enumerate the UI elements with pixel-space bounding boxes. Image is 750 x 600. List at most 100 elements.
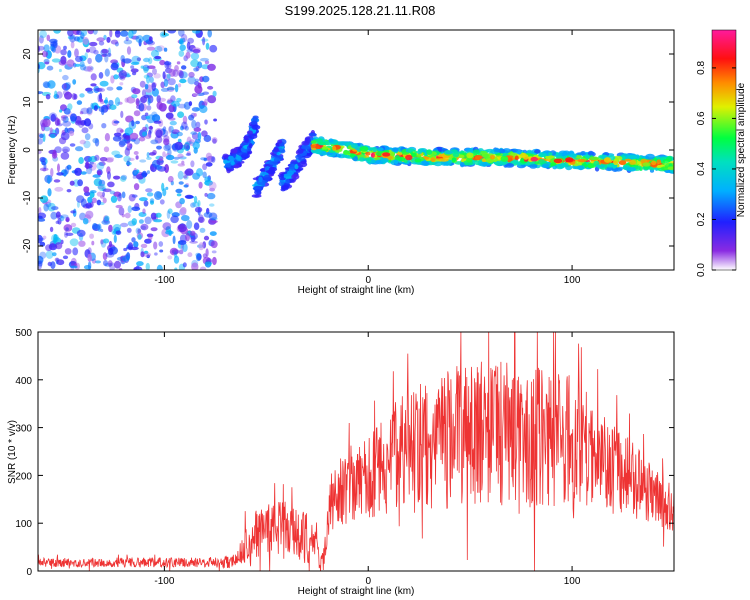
heat-cell <box>178 70 184 79</box>
heat-cell <box>172 69 179 77</box>
snr-y-tick-label: 400 <box>15 376 32 387</box>
heat-cell <box>163 144 171 152</box>
heat-cell <box>627 154 638 159</box>
heat-cell <box>55 242 63 250</box>
heat-cell <box>131 194 138 198</box>
heat-cell <box>372 146 378 152</box>
heat-cell <box>87 196 93 203</box>
heat-cell <box>203 235 210 241</box>
heat-cell <box>132 88 141 95</box>
heat-cell <box>178 40 185 45</box>
heat-cell <box>104 68 110 77</box>
heat-cell <box>173 255 180 264</box>
heat-cell <box>430 157 436 163</box>
heat-cell <box>207 63 216 71</box>
heat-cell <box>50 167 54 177</box>
heat-cell <box>207 30 212 38</box>
heat-cell <box>139 80 146 88</box>
heat-cell <box>188 114 195 121</box>
heat-cell <box>183 175 188 179</box>
heat-cell <box>64 127 69 133</box>
heat-cell <box>109 30 113 38</box>
snr-x-label: Height of straight line (km) <box>298 586 415 597</box>
spectrogram-y-tick-label: 10 <box>22 96 33 108</box>
heat-cell <box>38 212 47 220</box>
heat-cell <box>105 252 115 258</box>
heat-cell <box>136 261 144 267</box>
heat-cell <box>131 94 138 99</box>
heat-cell <box>83 140 91 149</box>
heat-cell <box>103 146 110 153</box>
heat-cell <box>118 70 127 79</box>
heat-cell <box>204 176 211 183</box>
heat-cell <box>126 252 131 261</box>
heat-cell <box>205 152 212 161</box>
heat-cell <box>96 199 102 206</box>
heat-cell <box>207 95 217 104</box>
heat-cell <box>49 226 54 233</box>
heat-cell <box>170 160 179 164</box>
heat-cell <box>193 222 200 230</box>
heat-cell <box>173 156 180 160</box>
heat-cell <box>451 157 456 163</box>
heat-cell <box>197 216 205 223</box>
heat-cell <box>62 74 69 81</box>
heat-cell <box>481 158 487 163</box>
heat-cell <box>120 30 129 37</box>
heat-cell <box>182 115 188 125</box>
heat-cell <box>538 154 547 158</box>
heat-cell <box>205 42 210 50</box>
heat-cell <box>53 234 58 243</box>
heat-cell <box>120 110 124 118</box>
heat-cell <box>57 163 60 173</box>
heat-cell <box>204 192 208 197</box>
heat-cell <box>50 41 57 47</box>
heat-cell <box>209 187 216 192</box>
heat-cell <box>38 260 43 267</box>
heat-cell <box>115 230 122 236</box>
heat-cell <box>205 162 213 167</box>
heat-cell <box>174 84 179 93</box>
heat-cell <box>185 141 194 145</box>
heat-cell <box>144 112 149 117</box>
heat-cell <box>47 175 51 184</box>
heat-cell <box>55 211 61 218</box>
heat-cell <box>197 82 202 89</box>
heat-cell <box>70 41 75 49</box>
heat-cell <box>534 161 539 165</box>
snr-y-tick-label: 300 <box>15 424 32 435</box>
heat-cell <box>38 45 45 51</box>
heat-cell <box>194 78 200 83</box>
heat-cell <box>552 165 558 170</box>
heat-cell <box>164 164 170 173</box>
colorbar-gradient <box>711 29 737 271</box>
heat-cell <box>177 223 187 233</box>
heat-cell <box>75 146 84 152</box>
spectrogram-y-tick-label: -20 <box>22 238 33 253</box>
heat-cell <box>553 158 563 164</box>
heat-cell <box>87 253 92 262</box>
heat-cell <box>193 195 198 204</box>
heat-cell <box>230 160 235 166</box>
heat-cell <box>87 261 92 270</box>
heat-cell <box>159 59 166 66</box>
heat-cell <box>167 255 173 260</box>
heat-cell <box>287 170 294 176</box>
colorbar-tick-label: 0.6 <box>696 111 707 125</box>
heat-cell <box>83 66 92 72</box>
heat-cell <box>140 96 148 103</box>
heat-cell <box>107 47 111 57</box>
heat-cell <box>99 201 105 206</box>
heat-cell <box>168 125 174 133</box>
heat-cell <box>149 198 155 203</box>
heat-cell <box>167 98 173 104</box>
heat-cell <box>189 240 198 244</box>
heat-cell <box>187 252 193 258</box>
colorbar-tick-label: 0.8 <box>696 61 707 75</box>
heat-cell <box>211 217 218 221</box>
heat-cell <box>201 130 208 137</box>
heat-cell <box>94 87 103 92</box>
heat-cell <box>188 101 193 107</box>
heat-cell <box>96 87 106 93</box>
heat-cell <box>42 118 51 128</box>
